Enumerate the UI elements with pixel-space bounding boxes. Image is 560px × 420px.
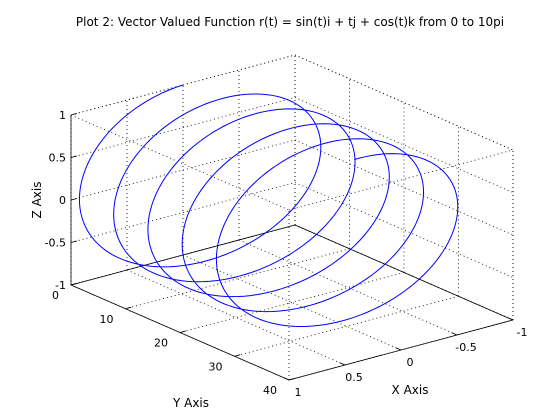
z-tick-mark [70, 155, 77, 158]
y-axis-label: Y Axis [172, 396, 209, 410]
y-tick-label: 0 [52, 289, 59, 302]
grid-line [234, 295, 459, 357]
z-axis-label: Z Axis [30, 182, 44, 219]
y-tick-mark [125, 306, 132, 310]
x-tick-label: -1 [517, 326, 528, 339]
grid-line [125, 248, 350, 310]
y-axis-back-line [294, 224, 514, 321]
y-tick-label: 30 [209, 360, 223, 373]
z-tick-mark [70, 198, 77, 201]
chart-title: Plot 2: Vector Valued Function r(t) = si… [76, 15, 504, 29]
axes-frame [70, 54, 514, 381]
grid-line [126, 269, 346, 366]
z-tick-label: 0.5 [49, 152, 67, 165]
grid-line [238, 239, 458, 336]
helix-curve [78, 84, 459, 328]
box-edge [288, 149, 514, 211]
y-tick-label: 40 [263, 384, 277, 397]
curve-layer [78, 84, 459, 328]
x-tick-label: 0.5 [345, 371, 363, 384]
y-tick-label: 10 [100, 313, 114, 326]
x-tick-label: -0.5 [455, 341, 476, 354]
x-tick-mark [339, 362, 346, 366]
grid-line [179, 272, 405, 333]
x-tick-mark [395, 347, 402, 351]
z-tick-mark [70, 113, 77, 116]
y-tick-label: 20 [154, 337, 168, 350]
grid-line [294, 182, 514, 278]
grid-line [182, 254, 402, 351]
grid-lines [70, 54, 514, 381]
x-tick-mark [283, 377, 290, 381]
y-tick-mark [288, 378, 295, 381]
x-axis-label: X Axis [392, 383, 429, 397]
z-tick-label: 0 [59, 194, 66, 207]
z-tick-mark [70, 283, 77, 286]
x-tick-mark [507, 317, 514, 321]
y-tick-mark [234, 354, 241, 357]
x-tick-mark [451, 332, 458, 336]
x-tick-label: 0 [407, 356, 414, 369]
z-tick-mark [70, 240, 77, 243]
z-tick-label: -1 [55, 279, 66, 292]
z-tick-label: -0.5 [45, 237, 66, 250]
x-tick-label: 1 [295, 386, 302, 399]
z-tick-label: 1 [59, 109, 66, 122]
y-tick-mark [179, 330, 186, 333]
box-edge [70, 114, 290, 211]
